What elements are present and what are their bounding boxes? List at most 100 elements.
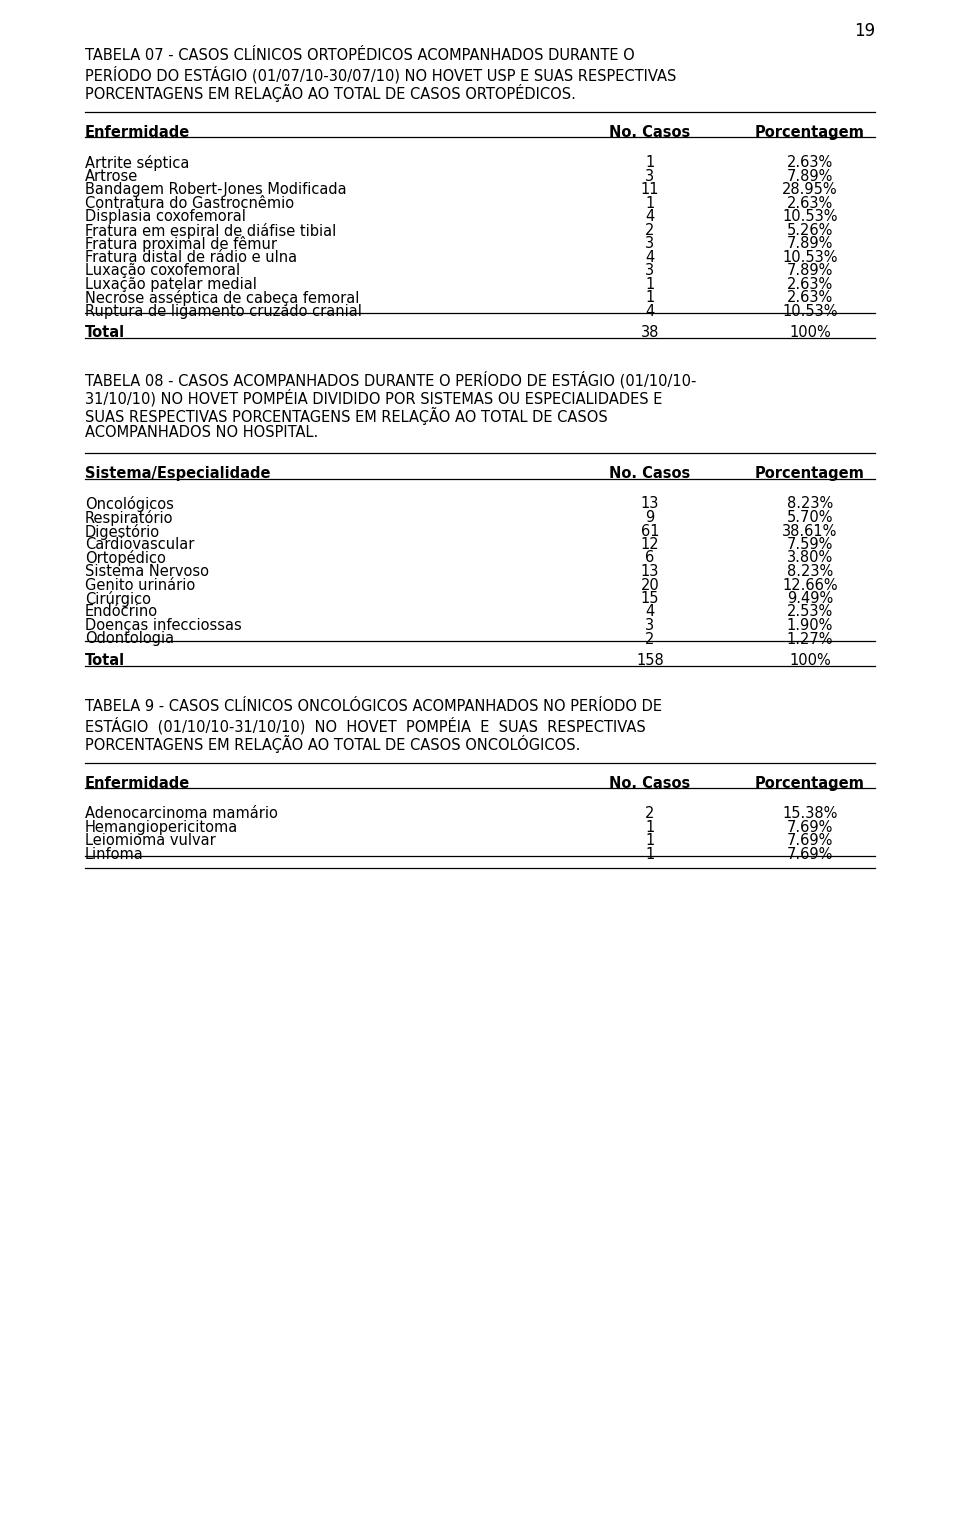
Text: Sistema/Especialidade: Sistema/Especialidade: [85, 466, 271, 480]
Text: PERÍODO DO ESTÁGIO (01/07/10-30/07/10) NO HOVET USP E SUAS RESPECTIVAS: PERÍODO DO ESTÁGIO (01/07/10-30/07/10) N…: [85, 66, 677, 83]
Text: Luxação coxofemoral: Luxação coxofemoral: [85, 263, 240, 279]
Text: 7.69%: 7.69%: [787, 833, 833, 848]
Text: ACOMPANHADOS NO HOSPITAL.: ACOMPANHADOS NO HOSPITAL.: [85, 425, 319, 440]
Text: Artrose: Artrose: [85, 169, 138, 183]
Text: 13: 13: [641, 497, 660, 511]
Text: Artrite séptica: Artrite séptica: [85, 155, 189, 171]
Text: Endócrino: Endócrino: [85, 605, 158, 620]
Text: 12.66%: 12.66%: [782, 577, 838, 593]
Text: Ortopédico: Ortopédico: [85, 551, 166, 566]
Text: Sistema Nervoso: Sistema Nervoso: [85, 563, 209, 579]
Text: 4: 4: [645, 249, 655, 265]
Text: Porcentagem: Porcentagem: [756, 125, 865, 140]
Text: Cardiovascular: Cardiovascular: [85, 537, 194, 553]
Text: 10.53%: 10.53%: [782, 249, 838, 265]
Text: TABELA 9 - CASOS CLÍNICOS ONCOLÓGICOS ACOMPANHADOS NO PERÍODO DE: TABELA 9 - CASOS CLÍNICOS ONCOLÓGICOS AC…: [85, 699, 662, 714]
Text: Fratura distal de rádio e ulna: Fratura distal de rádio e ulna: [85, 249, 298, 265]
Text: Luxação patelar medial: Luxação patelar medial: [85, 277, 257, 292]
Text: Cirúrgico: Cirúrgico: [85, 591, 151, 606]
Text: 5.26%: 5.26%: [787, 223, 833, 237]
Text: 7.69%: 7.69%: [787, 846, 833, 862]
Text: 28.95%: 28.95%: [782, 182, 838, 197]
Text: 19: 19: [853, 22, 875, 40]
Text: 1: 1: [645, 291, 655, 305]
Text: 2.63%: 2.63%: [787, 155, 833, 171]
Text: Fratura em espiral de diáfise tibial: Fratura em espiral de diáfise tibial: [85, 223, 336, 239]
Text: Hemangiopericitoma: Hemangiopericitoma: [85, 820, 238, 834]
Text: 3: 3: [645, 263, 655, 279]
Text: Displasia coxofemoral: Displasia coxofemoral: [85, 209, 246, 225]
Text: No. Casos: No. Casos: [610, 776, 690, 791]
Text: SUAS RESPECTIVAS PORCENTAGENS EM RELAÇÃO AO TOTAL DE CASOS: SUAS RESPECTIVAS PORCENTAGENS EM RELAÇÃO…: [85, 408, 608, 425]
Text: Total: Total: [85, 325, 125, 340]
Text: PORCENTAGENS EM RELAÇÃO AO TOTAL DE CASOS ONCOLÓGICOS.: PORCENTAGENS EM RELAÇÃO AO TOTAL DE CASO…: [85, 736, 581, 753]
Text: 7.89%: 7.89%: [787, 169, 833, 183]
Text: 8.23%: 8.23%: [787, 497, 833, 511]
Text: 7.89%: 7.89%: [787, 235, 833, 251]
Text: 15: 15: [640, 591, 660, 606]
Text: 6: 6: [645, 551, 655, 565]
Text: Total: Total: [85, 653, 125, 668]
Text: 4: 4: [645, 303, 655, 319]
Text: 2.53%: 2.53%: [787, 605, 833, 620]
Text: 3.80%: 3.80%: [787, 551, 833, 565]
Text: 13: 13: [641, 563, 660, 579]
Text: 2.63%: 2.63%: [787, 277, 833, 292]
Text: 3: 3: [645, 169, 655, 183]
Text: 38: 38: [641, 325, 660, 340]
Text: PORCENTAGENS EM RELAÇÃO AO TOTAL DE CASOS ORTOPÉDICOS.: PORCENTAGENS EM RELAÇÃO AO TOTAL DE CASO…: [85, 85, 576, 102]
Text: 4: 4: [645, 209, 655, 225]
Text: Adenocarcinoma mamário: Adenocarcinoma mamário: [85, 806, 277, 822]
Text: 2: 2: [645, 631, 655, 646]
Text: 7.59%: 7.59%: [787, 537, 833, 553]
Text: 158: 158: [636, 653, 664, 668]
Text: ESTÁGIO  (01/10/10-31/10/10)  NO  HOVET  POMPÉIA  E  SUAS  RESPECTIVAS: ESTÁGIO (01/10/10-31/10/10) NO HOVET POM…: [85, 717, 646, 734]
Text: TABELA 07 - CASOS CLÍNICOS ORTOPÉDICOS ACOMPANHADOS DURANTE O: TABELA 07 - CASOS CLÍNICOS ORTOPÉDICOS A…: [85, 48, 635, 63]
Text: Bandagem Robert-Jones Modificada: Bandagem Robert-Jones Modificada: [85, 182, 347, 197]
Text: Odontologia: Odontologia: [85, 631, 174, 646]
Text: 1: 1: [645, 833, 655, 848]
Text: 2.63%: 2.63%: [787, 195, 833, 211]
Text: Genito urinário: Genito urinário: [85, 577, 195, 593]
Text: Fratura proximal de fêmur: Fratura proximal de fêmur: [85, 235, 277, 252]
Text: Necrose asséptica de cabeça femoral: Necrose asséptica de cabeça femoral: [85, 291, 359, 306]
Text: TABELA 08 - CASOS ACOMPANHADOS DURANTE O PERÍODO DE ESTÁGIO (01/10/10-: TABELA 08 - CASOS ACOMPANHADOS DURANTE O…: [85, 371, 696, 389]
Text: 1: 1: [645, 820, 655, 834]
Text: 3: 3: [645, 619, 655, 633]
Text: 61: 61: [640, 523, 660, 539]
Text: Respiratório: Respiratório: [85, 509, 174, 526]
Text: Porcentagem: Porcentagem: [756, 466, 865, 480]
Text: 2.63%: 2.63%: [787, 291, 833, 305]
Text: Oncológicos: Oncológicos: [85, 497, 174, 512]
Text: 1.90%: 1.90%: [787, 619, 833, 633]
Text: 38.61%: 38.61%: [782, 523, 838, 539]
Text: 3: 3: [645, 235, 655, 251]
Text: Porcentagem: Porcentagem: [756, 776, 865, 791]
Text: 100%: 100%: [789, 325, 830, 340]
Text: Enfermidade: Enfermidade: [85, 776, 190, 791]
Text: 20: 20: [640, 577, 660, 593]
Text: No. Casos: No. Casos: [610, 125, 690, 140]
Text: 11: 11: [640, 182, 660, 197]
Text: No. Casos: No. Casos: [610, 466, 690, 480]
Text: 2: 2: [645, 223, 655, 237]
Text: Leiomioma vulvar: Leiomioma vulvar: [85, 833, 216, 848]
Text: 2: 2: [645, 806, 655, 822]
Text: Ruptura de ligamento cruzado cranial: Ruptura de ligamento cruzado cranial: [85, 303, 362, 319]
Text: 12: 12: [640, 537, 660, 553]
Text: 4: 4: [645, 605, 655, 620]
Text: 7.69%: 7.69%: [787, 820, 833, 834]
Text: 1: 1: [645, 277, 655, 292]
Text: Digestório: Digestório: [85, 523, 160, 540]
Text: 1: 1: [645, 846, 655, 862]
Text: 100%: 100%: [789, 653, 830, 668]
Text: 9: 9: [645, 509, 655, 525]
Text: 10.53%: 10.53%: [782, 303, 838, 319]
Text: 8.23%: 8.23%: [787, 563, 833, 579]
Text: 15.38%: 15.38%: [782, 806, 838, 822]
Text: 1.27%: 1.27%: [787, 631, 833, 646]
Text: 7.89%: 7.89%: [787, 263, 833, 279]
Text: 5.70%: 5.70%: [787, 509, 833, 525]
Text: 9.49%: 9.49%: [787, 591, 833, 606]
Text: Linfoma: Linfoma: [85, 846, 144, 862]
